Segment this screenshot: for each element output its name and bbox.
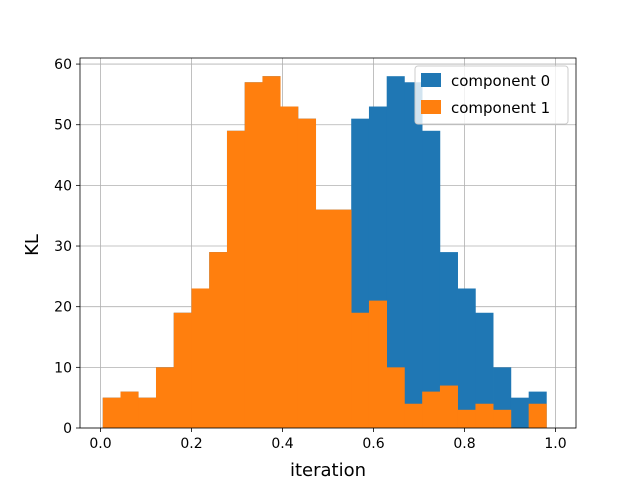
histogram-bar-component-1: [138, 397, 157, 428]
histogram-bar-component-1: [191, 288, 210, 428]
legend-label-component-1: component 1: [451, 99, 550, 117]
histogram-bar-component-1: [457, 409, 476, 428]
y-tick-label: 20: [54, 300, 72, 316]
histogram-bar-component-1: [404, 403, 423, 428]
histogram-bar-component-1: [315, 209, 334, 428]
y-axis-label: KL: [22, 234, 43, 256]
histogram-bar-component-1: [209, 252, 228, 428]
y-tick-label: 60: [54, 57, 72, 73]
legend-swatch-component-0: [421, 73, 441, 87]
histogram-bar-component-1: [368, 300, 388, 428]
histogram-bar-component-0: [404, 82, 423, 428]
tick-marks: 0.0 0.2 0.4 0.6 0.8 1.0 0 10 20 30 40 50 60: [54, 57, 566, 452]
legend-label-component-0: component 0: [451, 72, 550, 90]
y-tick-label: 50: [54, 118, 72, 134]
x-tick-label: 0.6: [362, 436, 384, 452]
x-tick-label: 0.8: [453, 436, 475, 452]
axes-frame: [79, 57, 577, 429]
histogram-bar-component-1: [226, 130, 246, 429]
x-tick-label: 0.4: [271, 436, 293, 452]
histogram-bar-component-1: [244, 82, 263, 428]
legend-swatch-component-1: [421, 100, 441, 114]
histogram-bar-component-0: [439, 252, 458, 428]
x-tick-label: 0.0: [89, 436, 111, 452]
x-axis-label: iteration: [290, 460, 366, 480]
histogram-bar-component-1: [528, 403, 547, 428]
histogram-bar-component-1: [262, 76, 281, 429]
legend-frame: [414, 65, 569, 125]
histogram-bar-component-0: [386, 76, 405, 429]
legend: component 0 component 1: [414, 65, 569, 125]
histogram-bar-component-1: [422, 391, 441, 428]
histogram-bar-component-1: [102, 397, 121, 428]
histogram-bar-component-1: [297, 118, 317, 429]
histogram-bar-component-1: [386, 367, 405, 428]
y-tick-label: 30: [54, 239, 72, 255]
bars: [102, 76, 547, 429]
histogram-bar-component-1: [333, 209, 352, 428]
y-tick-label: 40: [54, 178, 72, 194]
histogram-bar-component-0: [457, 288, 476, 428]
histogram-bar-component-0: [422, 130, 441, 429]
histogram-bar-component-0: [475, 312, 494, 428]
histogram-bar-component-0: [510, 397, 529, 428]
axes: [79, 57, 577, 429]
histogram-bar-component-1: [351, 312, 370, 428]
y-tick-label: 0: [63, 421, 72, 437]
x-tick-label: 1.0: [544, 436, 566, 452]
histogram-bar-component-1: [493, 409, 512, 428]
histogram-bar-component-1: [120, 391, 139, 428]
histogram-bar-component-1: [280, 106, 299, 428]
y-tick-label: 10: [54, 360, 72, 376]
histogram-bar-component-1: [155, 367, 175, 428]
x-tick-label: 0.2: [180, 436, 202, 452]
histogram-bar-component-1: [439, 385, 458, 428]
histogram-bar-component-1: [173, 312, 192, 428]
histogram-bar-component-1: [475, 403, 494, 428]
